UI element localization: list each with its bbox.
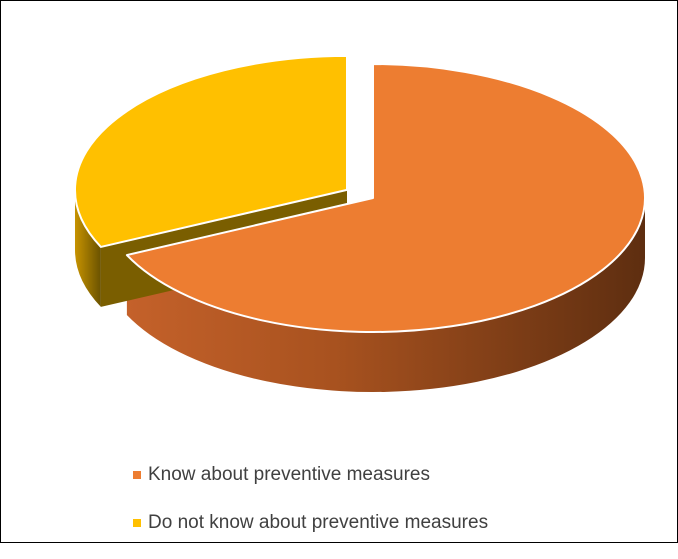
legend-item-do-not-know: Do not know about preventive measures [133,511,488,535]
pie-slice-side-know [126,198,646,392]
legend-label-do-not-know: Do not know about preventive measures [148,512,489,533]
chart-area: Know about preventive measures Do not kn… [0,0,678,543]
pie-slice-know [125,63,646,333]
pie-chart [74,54,646,392]
pie-slice-do-not-know [74,54,348,248]
legend: Know about preventive measures Do not kn… [133,463,488,559]
legend-swatch-do-not-know [133,519,141,527]
legend-swatch-know [133,471,141,479]
legend-item-know: Know about preventive measures [133,463,488,487]
legend-label-know: Know about preventive measures [148,464,430,485]
